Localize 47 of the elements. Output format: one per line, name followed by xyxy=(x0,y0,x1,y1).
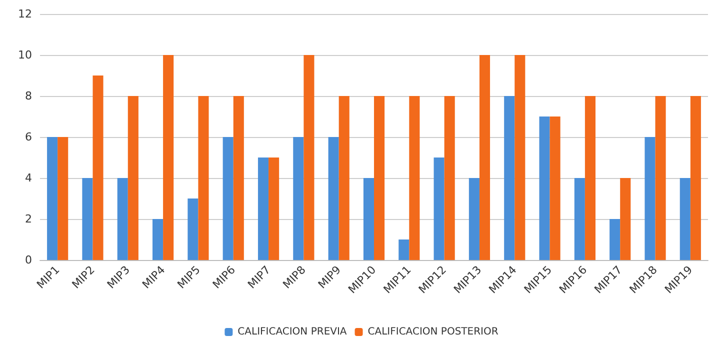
y-tick-label: 10 xyxy=(18,48,32,62)
bar xyxy=(47,137,58,260)
y-tick-label: 2 xyxy=(25,212,32,226)
bar xyxy=(655,96,666,260)
bar xyxy=(268,158,280,260)
bar xyxy=(434,158,444,260)
bar xyxy=(363,178,374,260)
bar xyxy=(690,96,701,260)
bar xyxy=(92,76,104,260)
bar xyxy=(468,178,480,260)
bar xyxy=(584,96,596,260)
bar xyxy=(574,178,585,260)
bar xyxy=(680,178,690,260)
bar xyxy=(293,137,304,260)
y-tick-label: 12 xyxy=(18,8,32,20)
legend-label: CALIFICACION POSTERIOR xyxy=(368,326,498,338)
legend-label: CALIFICACION PREVIA xyxy=(238,326,347,338)
bar xyxy=(539,116,550,260)
bar xyxy=(58,137,68,260)
y-tick-label: 8 xyxy=(25,90,32,102)
bar xyxy=(258,158,269,260)
bar xyxy=(117,178,128,260)
y-tick-label: 4 xyxy=(25,172,32,184)
bar xyxy=(82,178,93,260)
bar xyxy=(644,137,656,260)
bar xyxy=(222,137,234,260)
y-tick-label: 6 xyxy=(25,130,32,144)
bar xyxy=(504,96,515,260)
y-tick-label: 0 xyxy=(25,254,32,266)
bar xyxy=(479,55,490,260)
bar xyxy=(198,96,209,260)
bar xyxy=(188,198,198,260)
bar xyxy=(304,55,314,260)
bar xyxy=(338,96,350,260)
bar xyxy=(514,55,526,260)
bar xyxy=(550,116,560,260)
bar xyxy=(128,96,138,260)
bar xyxy=(374,96,385,260)
bar xyxy=(233,96,244,260)
bar xyxy=(163,55,174,260)
bar xyxy=(328,137,339,260)
bar xyxy=(444,96,455,260)
bar xyxy=(620,178,631,260)
bar xyxy=(152,219,164,260)
bar xyxy=(398,240,410,260)
bar xyxy=(409,96,420,260)
bar xyxy=(610,219,620,260)
